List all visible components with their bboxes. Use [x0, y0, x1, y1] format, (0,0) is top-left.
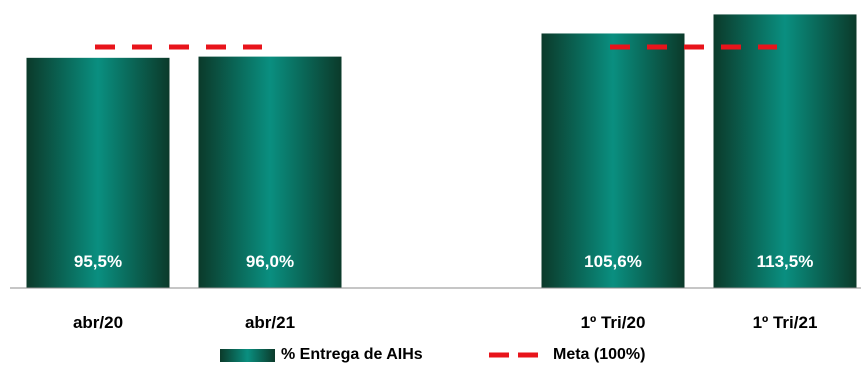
data-label-1: 96,0% — [246, 252, 294, 271]
x-tick-label-1: abr/21 — [245, 313, 295, 332]
data-label-2: 105,6% — [584, 252, 642, 271]
legend: % Entrega de AIHs Meta (100%) — [0, 343, 861, 367]
x-tick-label-0: abr/20 — [73, 313, 123, 332]
legend-label-meta: Meta (100%) — [553, 346, 646, 363]
x-tick-label-2: 1º Tri/20 — [581, 313, 646, 332]
legend-swatch-meta — [489, 352, 545, 358]
legend-item-bars: % Entrega de AIHs — [220, 343, 423, 367]
legend-item-meta: Meta (100%) — [489, 343, 645, 367]
bar-chart: 95,5% abr/20 96,0% abr/21 105,6% 1º Tri/20 113… — [10, 14, 861, 332]
bar-0 — [26, 57, 170, 289]
x-tick-label-3: 1º Tri/21 — [753, 313, 818, 332]
bar-3 — [713, 14, 857, 288]
legend-swatch-bars — [220, 348, 275, 362]
legend-label-bars: % Entrega de AIHs — [281, 346, 423, 363]
data-label-0: 95,5% — [74, 252, 122, 271]
bar-2 — [541, 33, 685, 288]
data-label-3: 113,5% — [757, 252, 814, 271]
bar-1 — [198, 56, 342, 288]
